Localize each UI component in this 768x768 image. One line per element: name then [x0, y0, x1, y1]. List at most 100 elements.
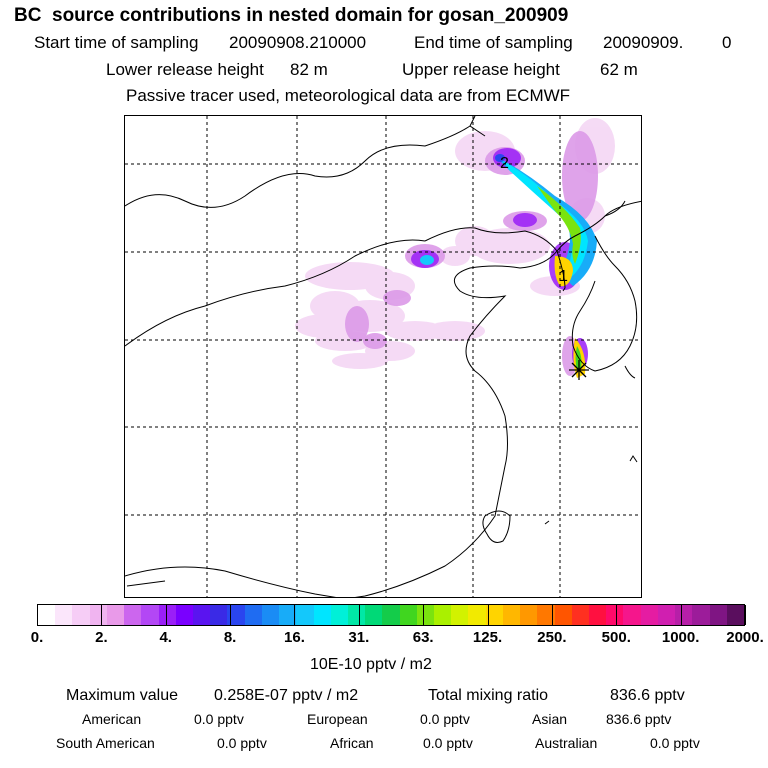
colorbar-tick	[294, 605, 296, 625]
colorbar-swatch	[399, 605, 417, 625]
method-note: Passive tracer used, meteorological data…	[126, 86, 571, 105]
colorbar-swatch	[554, 605, 572, 625]
colorbar-label: 63.	[412, 629, 434, 646]
coastlines	[125, 116, 641, 597]
colorbar-swatch	[485, 605, 503, 625]
colorbar-swatch	[657, 605, 676, 625]
region-south-american-label: South American	[56, 735, 155, 751]
region-african-label: African	[330, 735, 374, 751]
colorbar-swatch	[606, 605, 624, 625]
colorbar-swatch	[141, 605, 159, 625]
colorbar-label: 500.	[601, 629, 631, 646]
total-mixing-value: 836.6 pptv	[610, 687, 685, 704]
colorbar-unit: 10E-10 pptv / m2	[310, 656, 432, 673]
colorbar-label: 16.	[284, 629, 305, 646]
trajectory-marker-1: 1	[559, 268, 568, 285]
end-time-value: 20090909.	[603, 33, 684, 52]
colorbar-tick	[551, 605, 553, 625]
colorbar-tick	[165, 605, 167, 625]
region-asian-value: 836.6 pptv	[606, 711, 672, 727]
region-asian-label: Asian	[532, 711, 568, 727]
total-mixing-label: Total mixing ratio	[428, 687, 549, 704]
colorbar-swatch	[468, 605, 486, 625]
map-panel: 2 1	[124, 115, 642, 598]
colorbar-swatch	[210, 605, 228, 625]
start-time-label: Start time of sampling	[34, 33, 199, 52]
colorbar-swatch	[124, 605, 142, 625]
colorbar-tick	[358, 605, 360, 625]
colorbar-swatch	[296, 605, 314, 625]
colorbar-swatch	[382, 605, 400, 625]
colorbar-tick	[616, 605, 618, 625]
colorbar-swatch	[347, 605, 366, 625]
colorbar-tick	[37, 605, 38, 625]
colorbar-swatch	[175, 605, 193, 625]
lat-lon-grid	[125, 116, 641, 597]
colorbar-swatch	[451, 605, 469, 625]
colorbar-swatch	[55, 605, 73, 625]
colorbar-label: 2000.	[726, 629, 764, 646]
receptor-star-icon	[569, 360, 589, 380]
colorbar-swatch	[244, 605, 262, 625]
colorbar-swatch	[365, 605, 383, 625]
colorbar-swatch	[623, 605, 641, 625]
colorbar-label: 250.	[537, 629, 567, 646]
plot-title: BC source contributions in nested domain…	[14, 5, 569, 26]
end-time-hour: 0	[722, 33, 732, 52]
colorbar-swatch	[313, 605, 331, 625]
colorbar	[37, 604, 746, 626]
max-value: 0.258E-07 pptv / m2	[214, 687, 359, 704]
region-australian-value: 0.0 pptv	[650, 735, 700, 751]
region-american-value: 0.0 pptv	[194, 711, 244, 727]
colorbar-swatch	[330, 605, 348, 625]
colorbar-swatch	[571, 605, 589, 625]
colorbar-label: 8.	[223, 629, 237, 646]
colorbar-swatch	[416, 605, 435, 625]
lower-height-label: Lower release height	[106, 60, 264, 79]
region-south-american-value: 0.0 pptv	[217, 735, 267, 751]
colorbar-swatch	[279, 605, 297, 625]
colorbar-swatch	[726, 605, 744, 625]
upper-height-label: Upper release height	[402, 60, 560, 79]
colorbar-swatch	[158, 605, 176, 625]
region-european-value: 0.0 pptv	[420, 711, 470, 727]
colorbar-label: 4.	[159, 629, 172, 646]
start-time-value: 20090908.210000	[229, 33, 367, 52]
tracer-field	[295, 118, 615, 378]
colorbar-tick	[230, 605, 232, 625]
trajectory-marker-2: 2	[500, 155, 509, 172]
region-australian-label: Australian	[535, 735, 598, 751]
colorbar-label: 0.	[30, 629, 44, 646]
upper-height-value: 62 m	[600, 60, 638, 79]
colorbar-label: 31.	[348, 629, 370, 646]
colorbar-swatch	[537, 605, 555, 625]
colorbar-swatch	[89, 605, 107, 625]
end-time-label: End time of sampling	[414, 33, 573, 52]
colorbar-tick	[101, 605, 103, 625]
region-african-value: 0.0 pptv	[423, 735, 473, 751]
colorbar-tick	[487, 605, 489, 625]
colorbar-swatch	[640, 605, 658, 625]
colorbar-swatch	[192, 605, 211, 625]
max-value-label: Maximum value	[66, 687, 179, 704]
colorbar-swatch	[261, 605, 280, 625]
colorbar-swatch	[38, 605, 56, 625]
colorbar-swatch	[692, 605, 710, 625]
colorbar-swatch	[709, 605, 727, 625]
map-svg: 2 1	[125, 116, 641, 597]
colorbar-swatch	[72, 605, 90, 625]
colorbar-swatch	[502, 605, 521, 625]
colorbar-swatch	[434, 605, 452, 625]
colorbar-swatch	[589, 605, 607, 625]
colorbar-tick	[745, 605, 746, 625]
colorbar-tick	[423, 605, 425, 625]
colorbar-swatch	[520, 605, 538, 625]
region-american-label: American	[82, 711, 142, 727]
colorbar-swatch	[227, 605, 245, 625]
lower-height-value: 82 m	[290, 60, 328, 79]
colorbar-label: 2.	[95, 629, 108, 646]
region-european-label: European	[307, 711, 368, 727]
colorbar-label: 125.	[472, 629, 503, 646]
colorbar-swatch	[675, 605, 693, 625]
colorbar-swatch	[106, 605, 125, 625]
